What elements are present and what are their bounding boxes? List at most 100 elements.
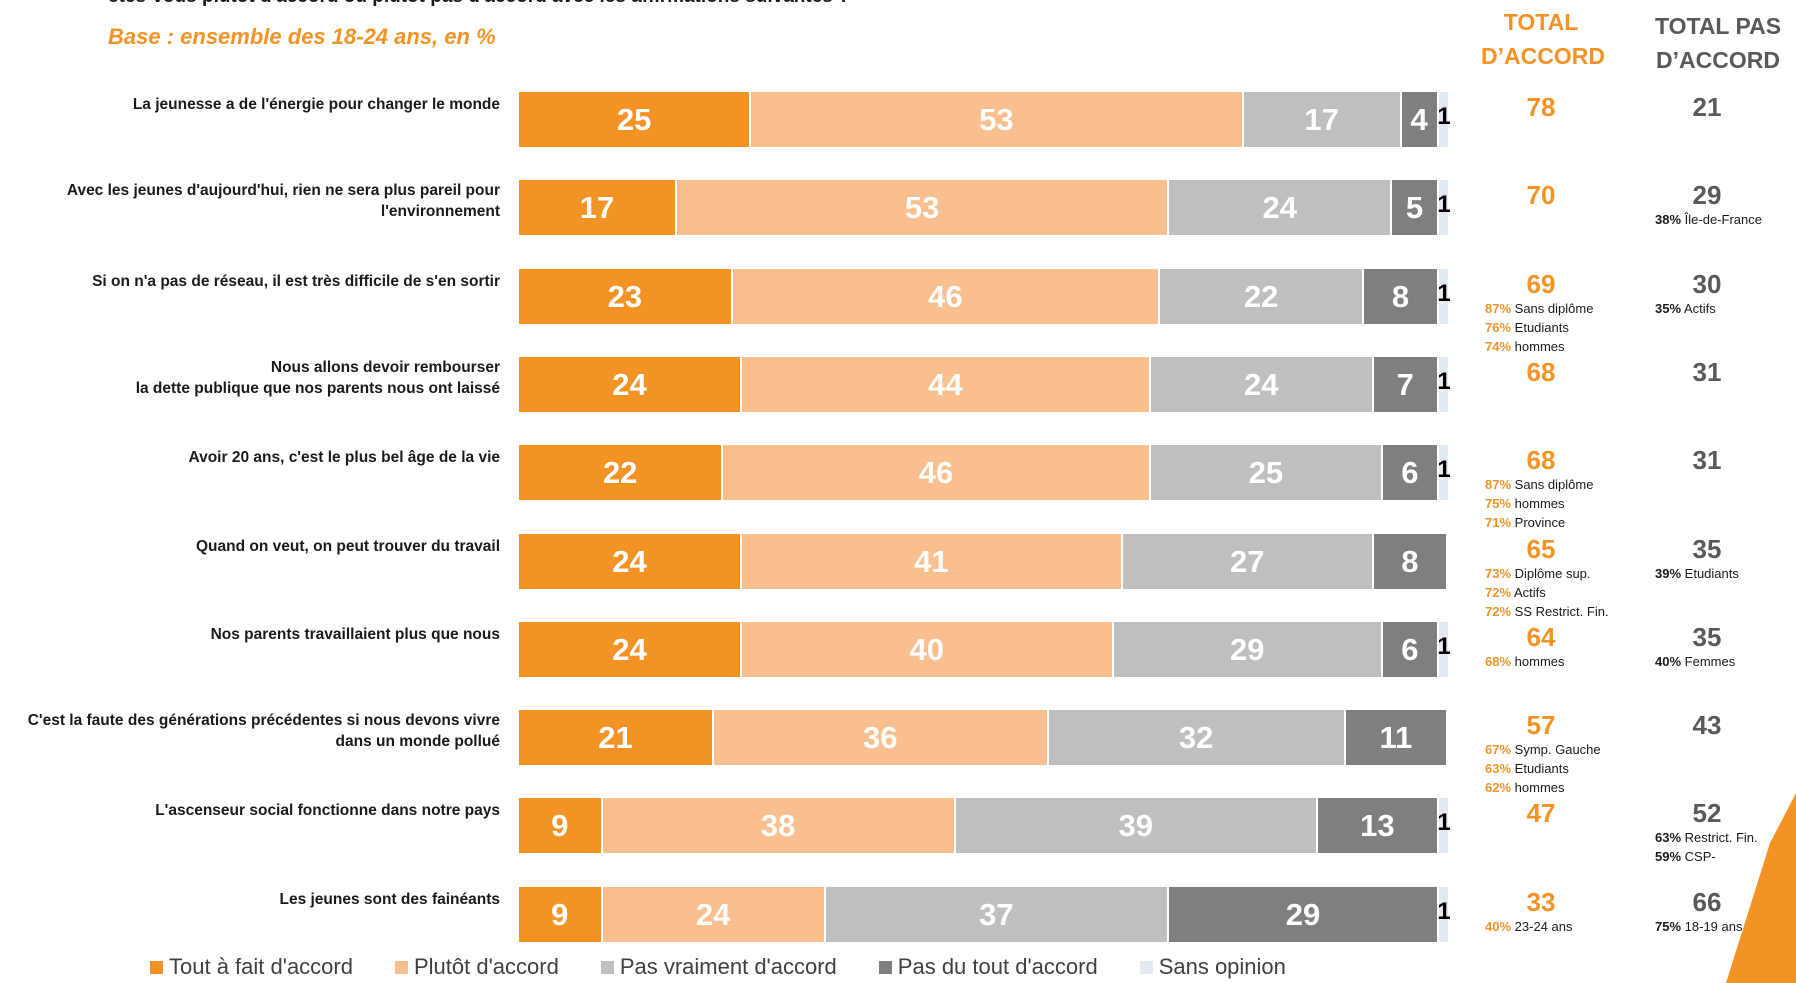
subgroup-pct: 68% — [1485, 654, 1512, 669]
total-accord-header-text: TOTAL D’ACCORD — [1481, 9, 1605, 69]
subgroup-label: hommes — [1514, 496, 1565, 511]
sans-opinion-value: 1 — [1437, 456, 1451, 483]
subgroup-label: Province — [1514, 515, 1566, 530]
stacked-bar: 25 53 17 4 — [519, 92, 1448, 147]
subgroup-accord-note: 87% Sans diplôme — [1485, 475, 1593, 494]
bar-value-label: 11 — [1379, 719, 1413, 755]
chart-row: Si on n'a pas de réseau, il est très dif… — [0, 269, 1796, 354]
subgroup-pct: 76% — [1485, 320, 1512, 335]
subgroup-pct: 40% — [1485, 919, 1512, 934]
bar-segment-pas-du-tout: 6 — [1382, 445, 1439, 500]
column-header-total-pas-accord: TOTAL PAS D’ACCORD — [1628, 9, 1796, 77]
bar-segment-plutot: 53 — [751, 92, 1244, 147]
statement-label: Nos parents travaillaient plus que nous — [210, 626, 500, 643]
subgroup-accord-note: 40% 23-24 ans — [1485, 917, 1572, 936]
sans-opinion-value: 1 — [1437, 368, 1451, 395]
subgroup-label: Restrict. Fin. — [1684, 830, 1758, 845]
bar-segment-pas-vraiment: 24 — [1150, 357, 1374, 412]
bar-value-label: 17 — [579, 189, 615, 225]
bar-segment-tout-a-fait: 9 — [519, 887, 603, 942]
bar-segment-tout-a-fait: 9 — [519, 798, 603, 853]
bar-segment-tout-a-fait: 17 — [519, 180, 677, 235]
subgroup-accord-note: 62% hommes — [1485, 778, 1565, 797]
bar-value-label: 13 — [1360, 807, 1395, 843]
total-accord-value: 65 — [1526, 534, 1556, 564]
legend-swatch — [394, 960, 408, 974]
subgroup-accord-note: 68% hommes — [1485, 652, 1565, 671]
bar-value-label: 6 — [1401, 631, 1419, 667]
bar-value-label: 46 — [918, 454, 954, 490]
legend-label: Pas du tout d'accord — [897, 954, 1098, 979]
sans-opinion-value: 1 — [1437, 280, 1451, 307]
bar-value-label: 24 — [612, 543, 647, 579]
subgroup-accord-note: 72% Actifs — [1485, 583, 1546, 602]
bar-value-label: 29 — [1230, 631, 1265, 667]
subgroup-pct: 75% — [1655, 919, 1682, 934]
subgroup-pct: 72% — [1485, 585, 1512, 600]
bar-segment-pas-vraiment: 22 — [1160, 269, 1365, 324]
subgroup-label: Île-de-France — [1684, 212, 1762, 227]
sans-opinion-value: 1 — [1437, 633, 1451, 660]
statement-label: Si on n'a pas de réseau, il est très dif… — [92, 273, 500, 290]
bar-segment-sans-opinion — [1438, 622, 1448, 677]
subgroup-pct: 67% — [1485, 742, 1512, 757]
subgroup-pct: 73% — [1485, 566, 1512, 581]
stacked-bar: 17 53 24 5 — [519, 180, 1448, 235]
bar-segment-tout-a-fait: 22 — [519, 445, 724, 500]
chart-legend: Tout à fait d'accord Plutôt d'accord Pas v… — [150, 954, 1286, 980]
question-text: êtes-vous plutôt d'accord ou plutôt pas … — [108, 0, 850, 8]
subgroup-label: Actifs — [1513, 585, 1546, 600]
bar-segment-tout-a-fait: 24 — [519, 357, 742, 412]
legend-label: Pas vraiment d'accord — [619, 954, 837, 979]
stacked-bar: 22 46 25 6 — [519, 445, 1448, 500]
total-pas-accord-value: 21 — [1692, 92, 1722, 122]
subgroup-pct: 63% — [1485, 761, 1512, 776]
total-pas-accord-value: 43 — [1692, 710, 1722, 740]
bar-value-label: 24 — [695, 896, 731, 932]
legend-item-tout-a-fait: Tout à fait d'accord — [150, 954, 353, 980]
statement-label: La jeunesse a de l'énergie pour changer … — [132, 96, 500, 113]
subgroup-pct: 40% — [1655, 654, 1682, 669]
base-label: Base : ensemble des 18-24 ans, en % — [108, 24, 496, 49]
subgroup-accord-note: 76% Etudiants — [1485, 318, 1569, 337]
bar-value-label: 25 — [1248, 454, 1284, 490]
subgroup-pct: 38% — [1655, 212, 1682, 227]
bar-segment-pas-vraiment: 24 — [1169, 180, 1393, 235]
subgroup-pas-accord-note: 75% 18-19 ans — [1655, 917, 1742, 936]
bar-segment-tout-a-fait: 25 — [519, 92, 752, 147]
subgroup-pct: 74% — [1485, 339, 1512, 354]
bar-value-label: 24 — [1243, 366, 1279, 402]
legend-label: Tout à fait d'accord — [169, 954, 353, 979]
total-accord-value: 70 — [1526, 180, 1556, 210]
bar-value-label: 8 — [1401, 543, 1419, 579]
statement-label: L'ascenseur social fonctionne dans notre… — [155, 802, 500, 819]
bar-value-label: 53 — [904, 189, 940, 225]
chart-row: Nous allons devoir rembourser la dette pu… — [0, 357, 1796, 413]
bar-segment-tout-a-fait: 21 — [519, 710, 715, 765]
bar-value-label: 21 — [598, 719, 633, 755]
bar-value-label: 9 — [551, 896, 569, 932]
total-accord-value: 78 — [1526, 92, 1556, 122]
chart-row: Avoir 20 ans, c'est le plus bel âge de l… — [0, 445, 1796, 530]
subgroup-label: hommes — [1514, 339, 1565, 354]
bar-value-label: 6 — [1401, 454, 1419, 490]
legend-swatch — [1139, 960, 1153, 974]
bar-value-label: 5 — [1405, 189, 1424, 225]
stacked-bar: 24 40 29 6 — [519, 622, 1448, 677]
bar-value-label: 53 — [979, 101, 1014, 137]
subgroup-pct: 87% — [1485, 477, 1512, 492]
sans-opinion-value: 1 — [1437, 103, 1451, 130]
bar-value-label: 8 — [1391, 278, 1410, 314]
subgroup-pct: 87% — [1485, 301, 1512, 316]
stacked-bar: 24 44 24 7 — [519, 357, 1448, 412]
stacked-bar: 24 41 27 8 — [519, 534, 1448, 589]
subgroup-pas-accord-note: 59% CSP- — [1655, 847, 1716, 866]
subgroup-label: Etudiants — [1514, 320, 1569, 335]
bar-segment-sans-opinion — [1438, 180, 1448, 235]
bar-segment-pas-vraiment: 39 — [955, 798, 1318, 853]
bar-segment-pas-vraiment: 27 — [1122, 534, 1374, 589]
legend-label: Sans opinion — [1158, 954, 1286, 979]
subgroup-label: Diplôme sup. — [1514, 566, 1591, 581]
total-pas-accord-value: 31 — [1692, 357, 1722, 387]
bar-value-label: 9 — [551, 807, 569, 843]
